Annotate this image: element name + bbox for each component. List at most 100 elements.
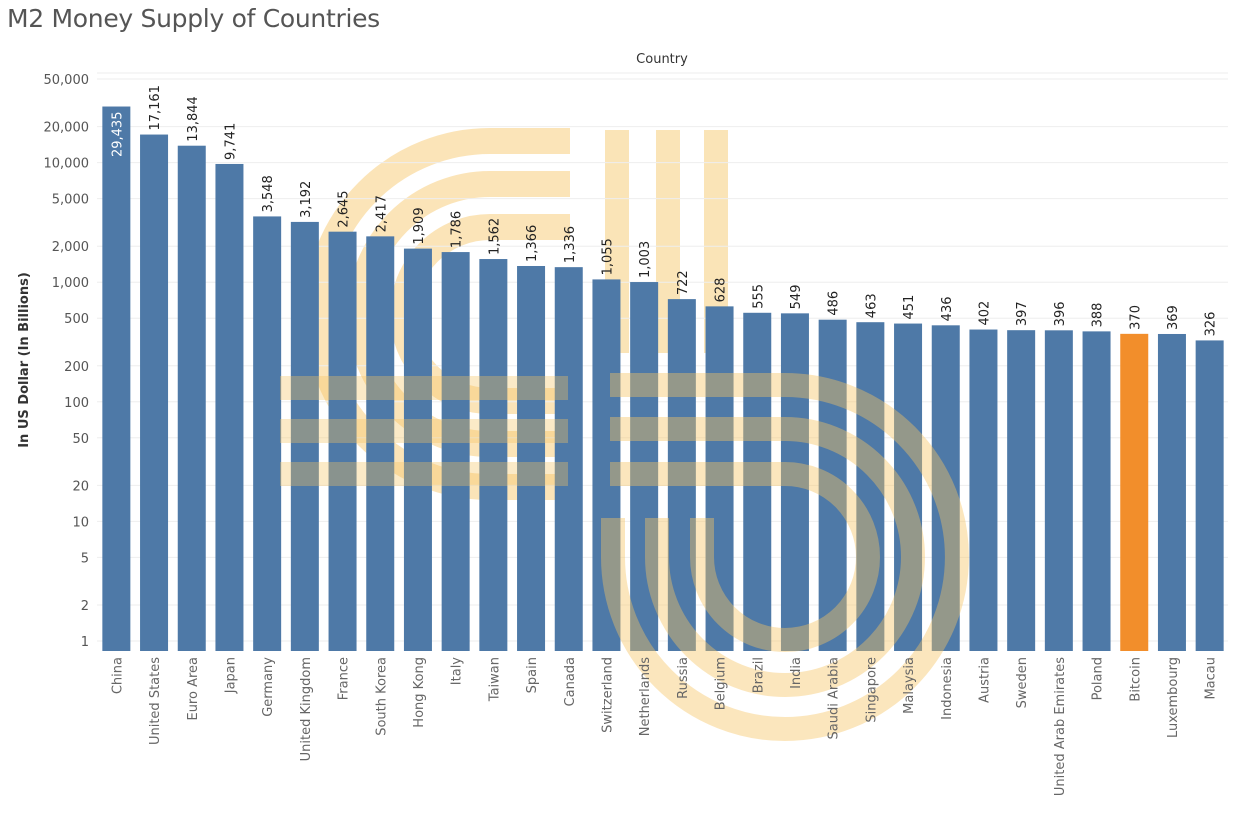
bar-france bbox=[328, 231, 357, 651]
bar-taiwan bbox=[479, 259, 508, 651]
category-label: Russia bbox=[676, 657, 691, 699]
value-label: 2,645 bbox=[337, 190, 352, 227]
category-labels: China United States Euro Area Japan Germany U… bbox=[110, 657, 1218, 796]
y-tick-label: 5,000 bbox=[52, 193, 89, 208]
column-header: Country bbox=[636, 52, 688, 67]
bar-euro-area bbox=[177, 145, 206, 651]
bar-united-arab-emirates bbox=[1044, 330, 1073, 651]
category-label: United Kingdom bbox=[299, 657, 314, 761]
value-label: 388 bbox=[1091, 303, 1106, 328]
bar-netherlands bbox=[630, 282, 659, 651]
category-label: Austria bbox=[977, 657, 992, 703]
bar-india bbox=[780, 313, 809, 651]
watermark-arc bbox=[347, 171, 570, 457]
category-label: South Korea bbox=[374, 657, 389, 736]
category-label: Poland bbox=[1091, 657, 1106, 700]
value-label: 436 bbox=[940, 296, 955, 321]
bar-spain bbox=[517, 265, 546, 651]
category-label: Italy bbox=[450, 657, 465, 686]
y-tick-label: 100 bbox=[64, 396, 89, 411]
bar-china bbox=[102, 106, 131, 652]
category-label: Bitcoin bbox=[1128, 657, 1143, 702]
value-label: 402 bbox=[977, 301, 992, 326]
category-label: Germany bbox=[261, 657, 276, 717]
bar-united-kingdom bbox=[290, 221, 319, 652]
value-label: 3,192 bbox=[299, 181, 314, 218]
category-label: Luxembourg bbox=[1166, 657, 1181, 738]
category-label: Switzerland bbox=[600, 657, 615, 733]
value-label: 549 bbox=[789, 285, 804, 310]
bar-bitcoin bbox=[1120, 333, 1149, 651]
value-label: 1,786 bbox=[450, 211, 465, 248]
chart-title: M2 Money Supply of Countries bbox=[7, 4, 380, 33]
y-tick-label: 10,000 bbox=[44, 157, 90, 172]
value-label: 326 bbox=[1204, 312, 1219, 337]
value-label: 2,417 bbox=[374, 195, 389, 232]
value-label: 1,366 bbox=[525, 225, 540, 262]
category-label: India bbox=[789, 657, 804, 689]
value-label: 369 bbox=[1166, 305, 1181, 330]
value-label: 451 bbox=[902, 295, 917, 320]
value-label: 1,336 bbox=[563, 226, 578, 263]
category-label: Canada bbox=[563, 657, 578, 706]
bar-sweden bbox=[1007, 330, 1036, 651]
y-tick-label: 2 bbox=[81, 599, 89, 614]
bar-belgium bbox=[705, 306, 734, 651]
y-tick-label: 10 bbox=[72, 515, 89, 530]
watermark-arc bbox=[610, 417, 925, 698]
bar-austria bbox=[969, 329, 998, 651]
y-tick-label: 5 bbox=[81, 551, 89, 566]
value-labels: 29,435 17,161 13,844 9,741 3,548 3,192 2,645 2,… bbox=[110, 85, 1218, 336]
value-label: 396 bbox=[1053, 301, 1068, 326]
category-label: Brazil bbox=[751, 657, 766, 693]
bar-singapore bbox=[856, 322, 885, 651]
bar-canada bbox=[554, 267, 583, 651]
bar-japan bbox=[215, 163, 244, 651]
y-axis-ticks: 1 2 5 10 20 50 100 200 500 1,000 2,000 5,000 10,000 2… bbox=[44, 73, 90, 650]
bar-italy bbox=[441, 252, 470, 652]
bar-indonesia bbox=[931, 325, 960, 651]
y-tick-label: 1 bbox=[81, 635, 89, 650]
category-label: Macau bbox=[1204, 657, 1219, 700]
value-label: 463 bbox=[864, 293, 879, 318]
value-label: 1,909 bbox=[412, 207, 427, 244]
category-label: Belgium bbox=[714, 657, 729, 710]
value-label: 370 bbox=[1128, 305, 1143, 330]
value-label: 1,003 bbox=[638, 241, 653, 278]
category-label: Saudi Arabia bbox=[827, 657, 842, 740]
value-label: 628 bbox=[714, 278, 729, 303]
y-tick-label: 20 bbox=[72, 479, 89, 494]
watermark-overlay bbox=[280, 373, 969, 742]
bar-luxembourg bbox=[1157, 333, 1186, 651]
category-label: United Arab Emirates bbox=[1053, 657, 1068, 796]
bar-saudi-arabia bbox=[818, 319, 847, 651]
category-label: Malaysia bbox=[902, 657, 917, 714]
category-label: Spain bbox=[525, 657, 540, 693]
bar-malaysia bbox=[894, 323, 923, 651]
value-label: 555 bbox=[751, 284, 766, 309]
bar-macau bbox=[1195, 340, 1224, 651]
value-label: 486 bbox=[827, 291, 842, 316]
bars bbox=[102, 106, 1224, 652]
value-label: 17,161 bbox=[148, 85, 163, 131]
value-label: 9,741 bbox=[223, 123, 238, 160]
value-label: 1,055 bbox=[600, 238, 615, 275]
watermark-arc bbox=[601, 373, 969, 742]
value-label: 397 bbox=[1015, 301, 1030, 326]
category-label: Indonesia bbox=[940, 657, 955, 720]
value-label: 13,844 bbox=[186, 96, 201, 142]
y-tick-label: 500 bbox=[64, 312, 89, 327]
category-label: Hong Kong bbox=[412, 657, 427, 728]
y-tick-label: 50 bbox=[72, 432, 89, 447]
value-label: 3,548 bbox=[261, 175, 276, 212]
bar-south-korea bbox=[366, 236, 395, 651]
category-label: China bbox=[110, 657, 125, 694]
bar-united-states bbox=[140, 134, 169, 651]
y-axis-title: In US Dollar (In Billions) bbox=[17, 272, 32, 448]
bar-germany bbox=[253, 216, 282, 651]
category-label: Euro Area bbox=[186, 657, 201, 721]
y-tick-label: 2,000 bbox=[52, 240, 89, 255]
y-tick-label: 1,000 bbox=[52, 276, 89, 291]
value-label: 722 bbox=[676, 270, 691, 295]
